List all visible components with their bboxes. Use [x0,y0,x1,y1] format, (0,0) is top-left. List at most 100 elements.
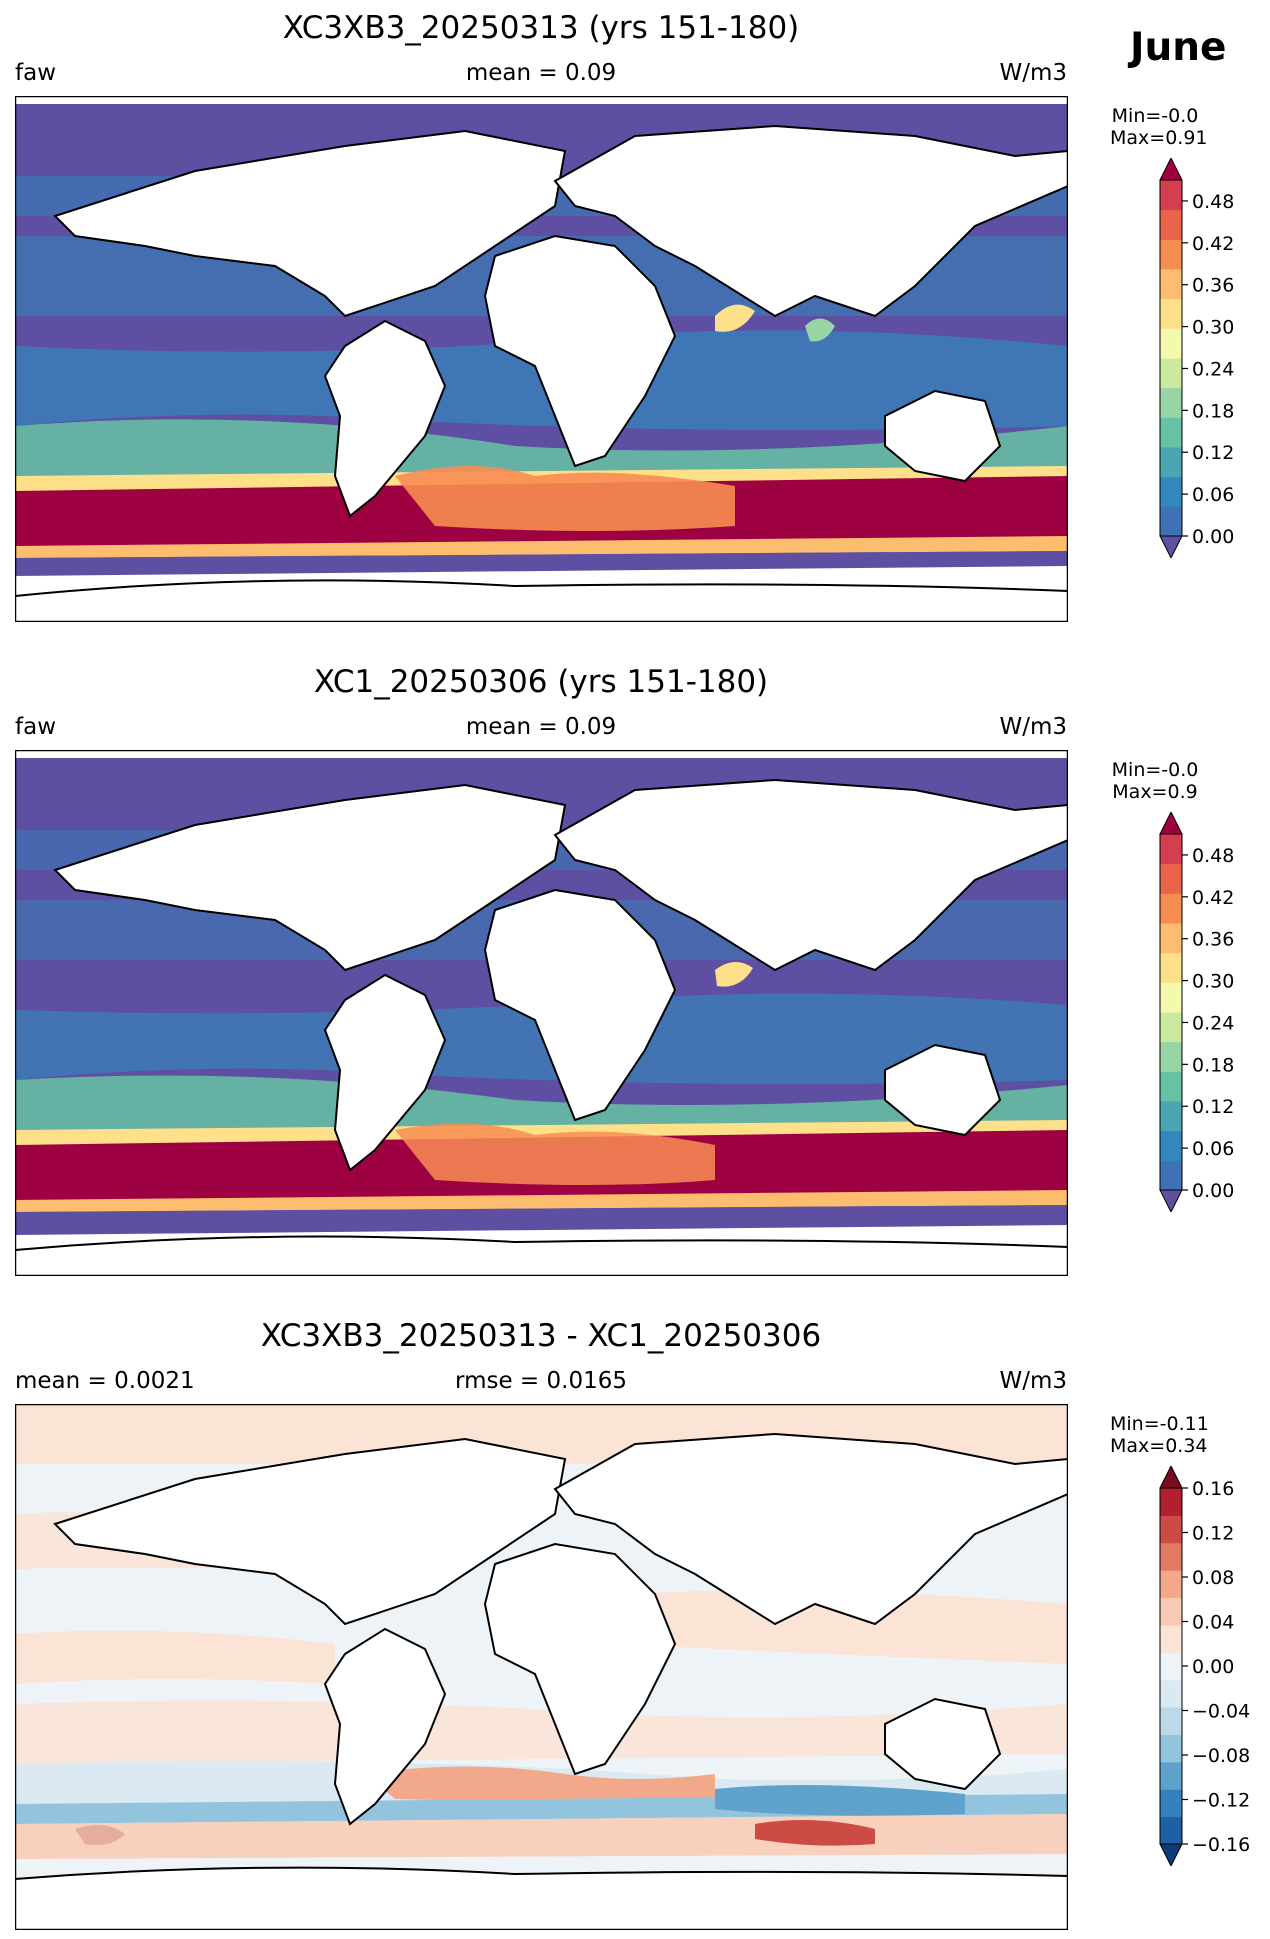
panel-3-min-label: Min=-0.11 [1110,1413,1209,1435]
colorbar-segment [1160,863,1182,894]
colorbar-tick-label: 0.00 [1192,526,1234,548]
antarctica [15,579,1068,622]
panel-2-min-label: Min=-0.0 [1111,759,1199,781]
colorbar-extend-min [1159,1843,1183,1866]
colorbar-tick-label: 0.12 [1192,442,1234,464]
colorbar-extend-max [1159,158,1183,181]
north-america [53,1437,567,1626]
panel-3-map [15,1404,1068,1930]
map-frame [15,750,1068,1276]
month-label: June [1130,25,1227,70]
panel-1-map [15,96,1068,622]
north-america [53,783,567,972]
colorbar-segment [1160,1101,1182,1132]
colorbar-tick-label: 0.24 [1192,1012,1234,1034]
antarctica [15,1235,1068,1276]
colorbar-segment [1160,1679,1182,1708]
panel-2-colorbar: 0.00 0.06 0.12 0.18 0.24 0.30 0.36 0.42 0.48 [1159,812,1234,1212]
panel-2-max-label: Max=0.9 [1112,781,1198,803]
colorbar-segment [1160,834,1182,865]
colorbar-segment [1160,1652,1182,1681]
colorbar-segment [1160,893,1182,924]
colorbar-segment [1160,952,1182,983]
colorbar-segment [1160,923,1182,954]
colorbar-segment [1160,180,1182,211]
colorbar-tick-label: 0.24 [1192,358,1234,380]
colorbar-segment [1160,417,1182,448]
colorbar-tick-label: 0.12 [1192,1096,1234,1118]
map-frame [15,1404,1068,1930]
colorbar-segment [1160,1597,1182,1626]
colorbar-segment [1160,506,1182,537]
colorbar-segment [1160,1488,1182,1516]
colorbar-tick-label: −0.16 [1192,1834,1250,1856]
panel-1-min-label: Min=-0.0 [1111,105,1199,127]
colorbar-segment [1160,1012,1182,1043]
colorbar-segment [1160,239,1182,270]
africa [483,888,677,1122]
colorbar-tick-label: 0.30 [1192,971,1234,993]
eurasia [553,778,1068,972]
colorbar-tick-label: 0.00 [1192,1180,1234,1202]
panel-1-max-label: Max=0.91 [1110,127,1208,149]
panel-2-mean-label: mean = 0.09 [465,714,617,740]
panel-2-variable-label: faw [15,714,57,740]
colorbar-tick-label: 0.36 [1192,275,1234,297]
colorbar-segment [1160,387,1182,418]
colorbar-segment [1160,1570,1182,1599]
panel-3-title: XC3XB3_20250313 - XC1_20250306 [260,1318,822,1354]
colorbar-tick-label: 0.04 [1192,1612,1234,1634]
colorbar-segment [1160,1707,1182,1735]
panel-3-max-label: Max=0.34 [1110,1435,1208,1457]
arabian-sea-hotspot [715,961,753,987]
colorbar-segment [1160,269,1182,300]
colorbar-outline [1159,179,1183,537]
colorbar-segment [1160,1734,1182,1763]
colorbar-segment [1160,298,1182,329]
colorbar-segment [1160,1041,1182,1072]
africa [483,234,677,468]
panel-2-map [15,750,1068,1276]
colorbar-tick-label: 0.18 [1192,400,1234,422]
colorbar-tick-label: 0.36 [1192,929,1234,951]
colorbar-tick-label: 0.00 [1192,1656,1234,1678]
panel-3-units-label: W/m3 [999,1368,1067,1394]
south-america [323,319,447,518]
arabian-sea-hotspot [715,304,755,332]
colorbar-extend-max [1159,812,1183,835]
colorbar-segment [1160,358,1182,389]
panel-1-title: XC3XB3_20250313 (yrs 151-180) [282,10,800,46]
colorbar-segment [1160,1789,1182,1818]
colorbar-outline [1159,833,1183,1191]
colorbar-tick-label: −0.08 [1192,1745,1250,1767]
map-frame [15,96,1068,622]
colorbar-segment [1160,447,1182,478]
colorbar-segment [1160,328,1182,359]
colorbar-tick-label: 0.06 [1192,1138,1234,1160]
australia [884,1697,1002,1791]
colorbar-extend-max [1159,1466,1183,1489]
africa [483,1542,677,1776]
colorbar-segment [1160,476,1182,507]
colorbar-tick-label: 0.30 [1192,317,1234,339]
colorbar-segment [1160,982,1182,1013]
eurasia [553,124,1068,318]
panel-2-title: XC1_20250306 (yrs 151-180) [313,664,769,700]
colorbar-tick-label: 0.42 [1192,233,1234,255]
colorbar-extend-min [1159,535,1183,558]
colorbar-tick-label: 0.16 [1192,1478,1234,1500]
colorbar-tick-label: 0.08 [1192,1567,1234,1589]
south-america [323,1627,447,1826]
panel-1-units-label: W/m3 [999,60,1067,86]
colorbar-segment [1160,1160,1182,1191]
panel-3-colorbar: −0.16 −0.12 −0.08 −0.04 0.00 0.04 0.08 0.12 0.16 [1159,1466,1250,1866]
panel-3-rmse-label: rmse = 0.0165 [455,1368,627,1394]
colorbar-segment [1160,1071,1182,1102]
colorbar-tick-label: 0.18 [1192,1054,1234,1076]
colorbar-segment [1160,1761,1182,1790]
antarctica [15,1866,1068,1930]
north-america [53,129,567,318]
colorbar-tick-label: 0.42 [1192,887,1234,909]
australia [884,1043,1002,1137]
colorbar-segment [1160,209,1182,240]
